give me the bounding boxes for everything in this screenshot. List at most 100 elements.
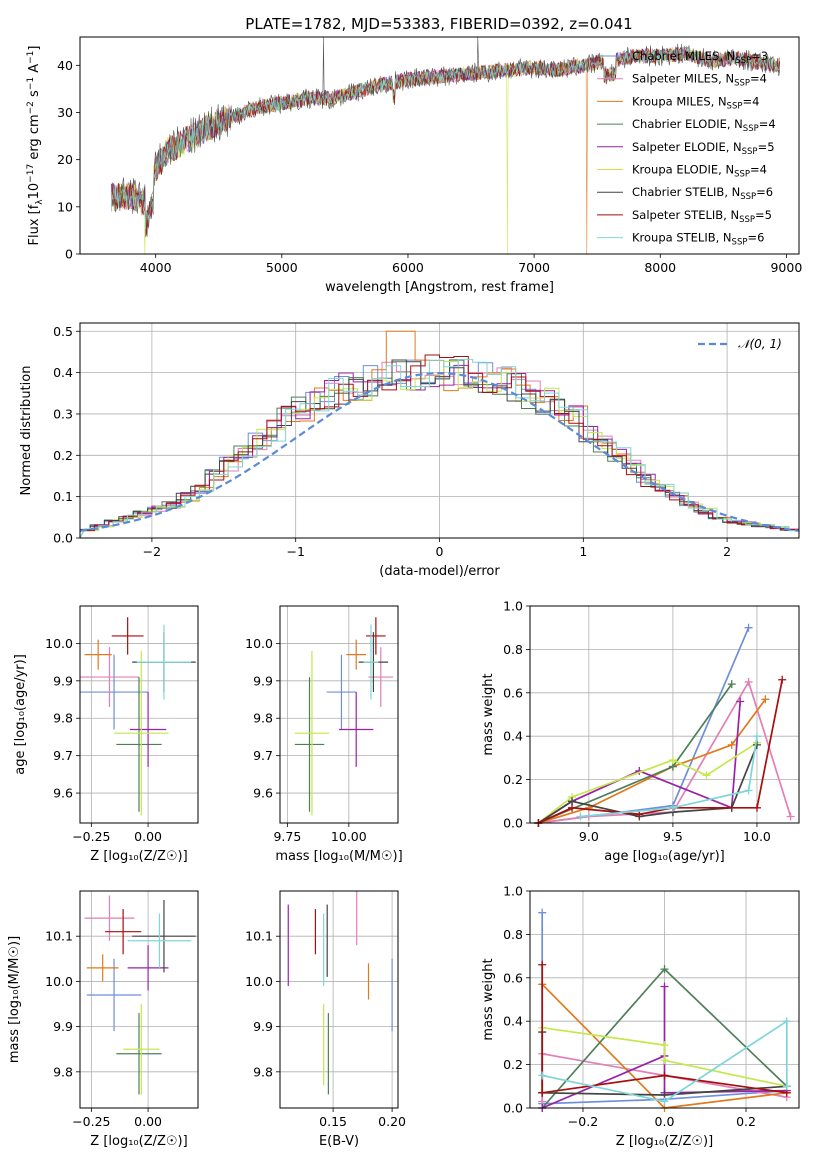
series-salpeter-stelib [538,960,791,1097]
y-tick-label: 0.0 [53,531,73,546]
y-tick-label: 40 [57,58,73,73]
y-axis-label-part: A [27,64,42,77]
mass-weight-vs-age-panel: 9.0 9.5 10.0 0.0 0.2 0.4 0.6 0.8 1.0 age [log₁₀(a… [481,599,800,864]
spectrum-lines [111,37,781,254]
series-marker [727,740,736,749]
y-tick-label: 9.8 [253,711,273,726]
legend-entry: Salpeter MILES, NSSP=4 [632,72,767,89]
y-tick-label: 0.2 [53,448,73,463]
x-tick-label: 4000 [140,260,172,275]
y-axis-label-part: s [27,90,42,101]
y-axis-label: Normed distribution [19,366,34,496]
axes-frame [79,890,199,1109]
y-tick-label: 9.6 [253,786,273,801]
series-marker [568,803,577,812]
errorbar-chabrier-stelib [132,900,196,973]
series-salpeter-stelib [534,675,787,827]
series-chabrier-elodie [534,680,736,827]
errorbar-kroupa-miles [84,639,112,670]
y-axis-label-part: Flux [f [27,204,42,245]
series-marker [660,1056,669,1065]
y-tick-label: 0.8 [503,642,523,657]
series-marker [782,1017,791,1026]
series-marker [660,965,669,974]
series-chabrier-stelib [534,740,761,827]
legend-entry-name: Kroupa ELODIE, N [632,163,734,177]
errorbar-chabrier-elodie [116,1013,162,1095]
y-axis-label: age [log₁₀(age/yr)] [13,654,28,775]
spectrum-panel: 4000 5000 6000 7000 8000 9000 0 10 20 30 40 wavelen… [26,36,802,295]
y-tick-label: 0.8 [503,927,523,942]
x-tick-label: 0 [436,544,444,559]
y-axis-label-part: −1 [26,77,36,90]
y-tick-label: 10.0 [245,974,273,989]
x-tick-label: −0.2 [568,1114,598,1129]
y-tick-label: 0.2 [503,1057,523,1072]
y-tick-label: 0.4 [53,365,73,380]
legend-entry-count: =6 [756,185,773,199]
legend-entry-sub: SSP [735,56,751,66]
y-tick-label: 0.2 [503,772,523,787]
legend-entry-sub: SSP [734,79,750,89]
series-marker [576,812,585,821]
series-marker [660,1071,669,1080]
y-axis-label-part: −17 [26,164,36,183]
series-marker [778,675,787,684]
age-vs-mass-panel: 9.75 10.00 9.6 9.7 9.8 9.9 10.0 mass [log₁₀(M/M… [245,605,403,864]
series-marker [782,1082,791,1091]
y-tick-label: 10.1 [245,929,273,944]
x-tick-label: 9000 [770,260,802,275]
histogram-chabrier-stelib [80,359,795,538]
errorbar-salpeter-miles [80,647,139,708]
legend-entry-sub: SSP [740,192,756,202]
legend-entry-name: Chabrier MILES, N [632,49,735,63]
series-marker [727,680,736,689]
errorbar-salpeter-elodie [127,945,169,991]
errorbar-salpeter-stelib [104,909,142,955]
axes-frame [79,36,800,255]
y-tick-label: 0.4 [503,729,523,744]
legend-entry-name: Kroupa STELIB, N [632,231,732,245]
y-axis-label-part: 10 [27,183,42,200]
y-tick-label: 9.7 [253,748,273,763]
axes-frame [529,890,800,1109]
series-marker [538,1071,547,1080]
legend-entry: Kroupa ELODIE, NSSP=4 [632,163,767,180]
legend-entry-sub: SSP [732,238,748,248]
x-tick-label: −2 [143,544,161,559]
x-tick-label: 9.5 [663,829,683,844]
y-tick-label: 9.9 [53,1019,73,1034]
x-axis-label: E(B-V) [319,1134,359,1149]
y-axis-label-part: ] [27,46,42,51]
legend-entry-sub: SSP [727,101,743,111]
errorbars [294,617,394,816]
x-tick-label: −1 [286,544,304,559]
x-tick-label: 0.0 [655,1114,675,1129]
y-tick-label: 0.0 [503,1101,523,1116]
y-tick-label: 9.7 [53,748,73,763]
y-axis-label: Flux [fλ10−17 erg cm−2 s−1 A−1] [26,46,45,246]
series-salpeter-miles [534,677,795,827]
x-tick-label: 0.15 [319,1114,347,1129]
y-axis-label: mass weight [481,673,496,755]
y-tick-label: 10.1 [45,929,73,944]
errorbar-kroupa-stelib [136,624,192,700]
x-axis-label: Z [log₁₀(Z/Z☉)] [616,1134,713,1149]
series-line [538,627,750,824]
x-tick-label: 6000 [392,260,424,275]
legend-entry-count: =4 [759,117,776,131]
y-tick-label: 10.0 [45,974,73,989]
series-line [541,964,787,1094]
series-line [538,683,733,824]
y-tick-label: 30 [57,105,73,120]
legend-entry: Salpeter ELODIE, NSSP=5 [632,140,775,157]
y-tick-label: 0.6 [503,970,523,985]
series-kroupa-stelib [576,732,761,821]
x-tick-label: 9.75 [273,829,301,844]
series-line [580,736,758,818]
series-line [542,1026,787,1088]
axes-frame [279,605,399,824]
y-tick-label: 1.0 [503,884,523,899]
legend-entry-sub: SSP [742,147,758,157]
legend-entry: Salpeter STELIB, NSSP=5 [632,208,772,225]
